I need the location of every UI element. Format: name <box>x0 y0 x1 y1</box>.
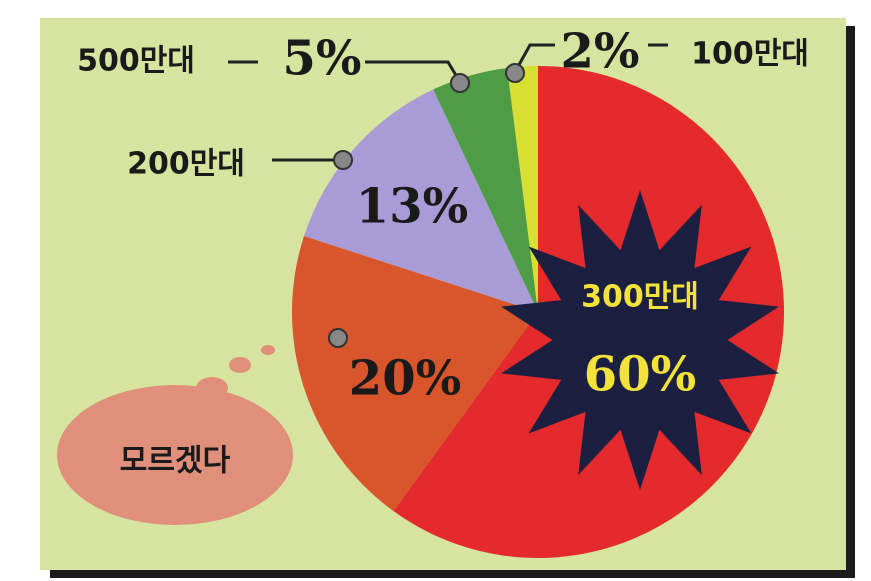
value-label: 2% <box>560 24 639 80</box>
category-label: 200만대 <box>127 147 245 182</box>
pie-slice <box>292 235 538 512</box>
thought-bubble <box>57 385 293 525</box>
starburst <box>501 190 779 490</box>
category-label: 100만대 <box>691 37 809 72</box>
value-label: 5% <box>282 31 361 87</box>
value-label: 60% <box>584 347 696 403</box>
pie-slice <box>507 66 538 312</box>
pins <box>328 63 525 348</box>
value-label: 13% <box>356 179 468 235</box>
thought-dot <box>261 345 275 355</box>
pie-slice <box>304 89 538 313</box>
thought-dot <box>229 357 251 373</box>
category-label: 300만대 <box>581 280 699 315</box>
category-label: 500만대 <box>77 44 195 79</box>
thought-dot <box>196 377 228 399</box>
value-label: 20% <box>349 351 461 407</box>
category-label: 모르겠다 <box>120 444 231 479</box>
pie-slice <box>433 67 538 312</box>
